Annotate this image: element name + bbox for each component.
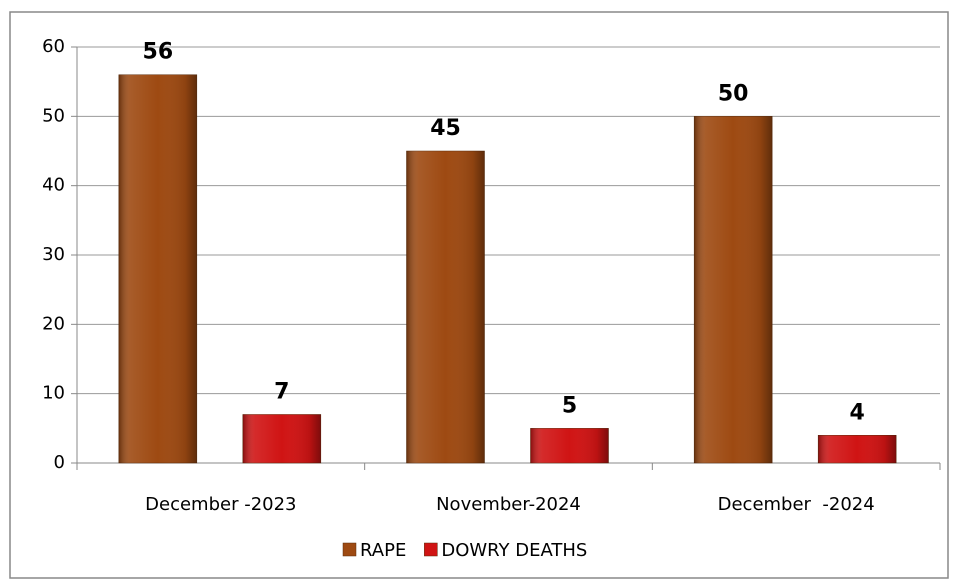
bar-shade: [818, 435, 897, 463]
value-label: 4: [850, 400, 865, 425]
legend-swatch: [342, 542, 357, 557]
bar-shade: [694, 116, 773, 463]
value-label: 45: [430, 116, 461, 141]
bar-shade: [242, 414, 321, 463]
y-tick-label: 60: [42, 36, 65, 57]
y-tick-label: 10: [42, 383, 65, 404]
value-label: 56: [143, 40, 174, 65]
y-tick-label: 20: [42, 313, 65, 334]
value-label: 50: [718, 81, 749, 106]
y-tick-label: 40: [42, 175, 65, 196]
y-tick-label: 30: [42, 244, 65, 265]
value-label: 7: [274, 379, 289, 404]
value-label: 5: [562, 393, 577, 418]
y-tick-label: 50: [42, 105, 65, 126]
bar-shade: [406, 151, 485, 463]
y-tick-label: 0: [54, 452, 65, 473]
x-tick-label: December -2023: [145, 494, 296, 515]
x-tick-label: November-2024: [436, 494, 581, 515]
bar-shade: [118, 74, 197, 463]
x-tick-label: December -2024: [718, 494, 875, 515]
chart-border: [9, 11, 949, 579]
legend-label: DOWRY DEATHS: [441, 540, 587, 561]
bar-shade: [530, 428, 609, 463]
legend-label: RAPE: [360, 540, 406, 561]
legend-swatch: [424, 542, 438, 557]
